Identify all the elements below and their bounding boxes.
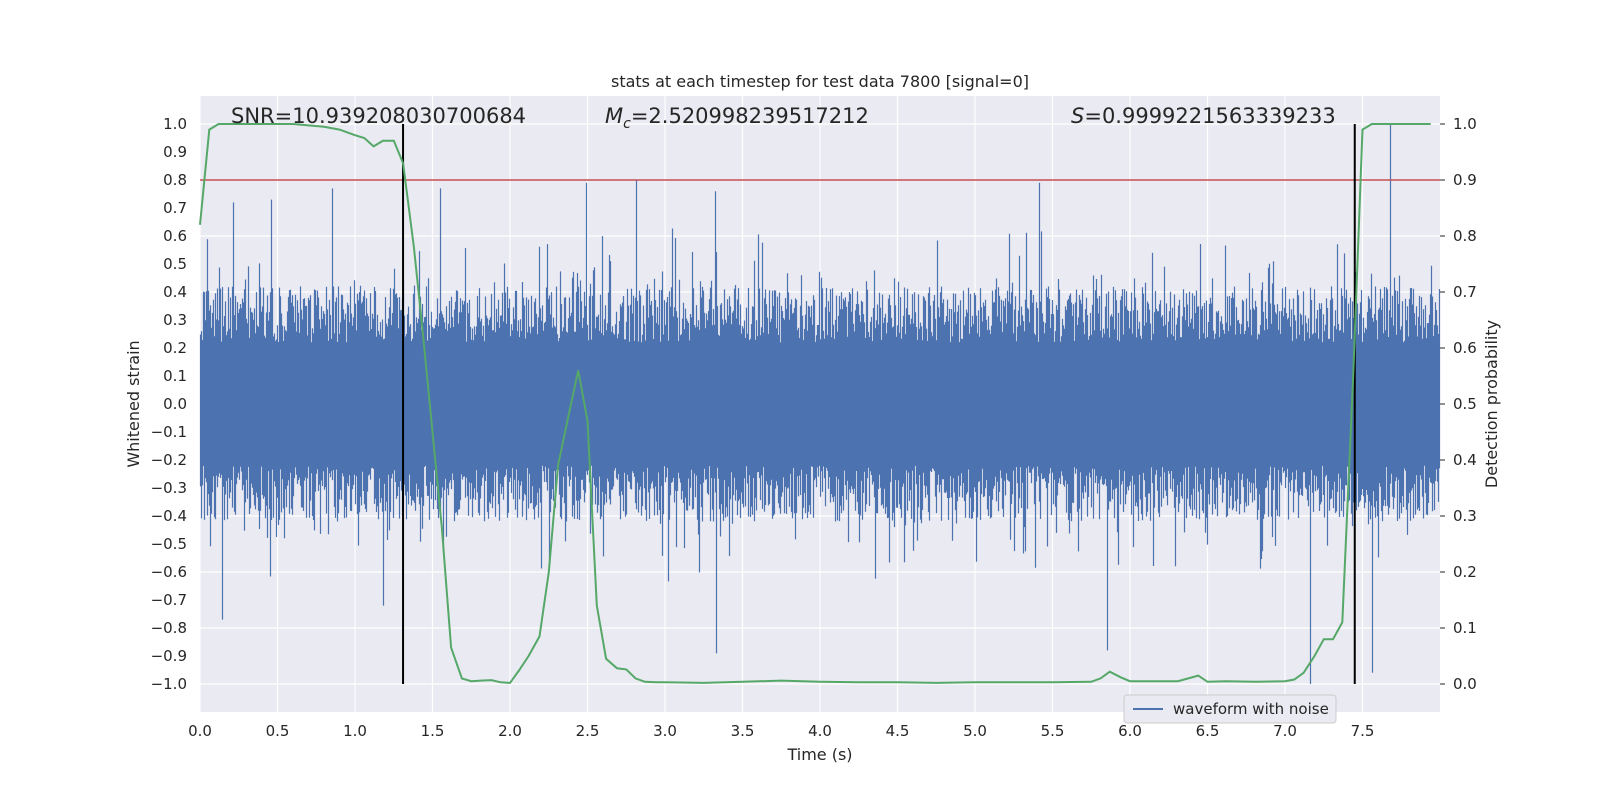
x-tick-label: 6.0 [1118,722,1142,740]
y-tick-label: −0.4 [151,507,187,525]
y-tick-label: 0.4 [163,283,187,301]
x-tick-label: 4.0 [808,722,832,740]
score-value: =0.9999221563339233 [1084,104,1335,128]
tick-labels: 0.0 0.5 1.0 1.5 2.0 2.5 3.0 3.5 4.0 4.5 5.0 5.5 6.0 6… [151,115,1477,740]
x-tick-label: 0.5 [266,722,290,740]
y-tick-label: 1.0 [163,115,187,133]
y-tick-label: 0.8 [163,171,187,189]
chirp-mass-annotation: Mc=2.520998239517212 [605,104,869,132]
y2-tick-label: 0.9 [1453,171,1477,189]
y2-tick-label: 0.2 [1453,563,1477,581]
y-tick-label: 0.9 [163,143,187,161]
y-tick-label: 0.7 [163,199,187,217]
x-tick-label: 7.5 [1351,722,1375,740]
y2-axis-label: Detection probability [1482,320,1501,488]
y2-tick-label: 0.4 [1453,451,1477,469]
x-tick-label: 1.5 [421,722,445,740]
strain-series [199,124,1441,684]
x-tick-label: 5.5 [1041,722,1065,740]
x-tick-label: 3.5 [731,722,755,740]
y2-tick-label: 0.8 [1453,227,1477,245]
chirp-mass-symbol: M [605,104,623,128]
y-tick-label: −0.7 [151,591,187,609]
y-tick-label: −0.8 [151,619,187,637]
probability-series [199,123,1431,684]
y-tick-label: −0.2 [151,451,187,469]
y-tick-label: 0.2 [163,339,187,357]
y-tick-label: 0.0 [163,395,187,413]
y-tick-label: −0.6 [151,563,187,581]
legend: waveform with noise [1123,694,1337,724]
y-axis-label: Whitened strain [124,340,143,467]
score-annotation: S=0.9999221563339233 [1071,104,1336,128]
y2-tick-label: 0.6 [1453,339,1477,357]
y2-tick-label: 0.3 [1453,507,1477,525]
y-tick-label: −0.1 [151,423,187,441]
x-tick-label: 2.5 [576,722,600,740]
chart-title: stats at each timestep for test data 780… [611,72,1029,91]
snr-annotation: SNR=10.939208030700684 [231,104,526,128]
legend-box [1123,694,1337,724]
reference-lines [200,124,1440,684]
y2-tick-label: 0.0 [1453,675,1477,693]
y-tick-label: 0.1 [163,367,187,385]
y-tick-label: 0.5 [163,255,187,273]
chirp-mass-subscript: c [623,116,631,132]
score-symbol: S [1071,104,1084,128]
chirp-mass-value: =2.520998239517212 [631,104,869,128]
y2-tick-label: 0.5 [1453,395,1477,413]
y-tick-label: 0.6 [163,227,187,245]
x-tick-label: 0.0 [188,722,212,740]
strain-line [199,124,1441,684]
y-tick-label: −0.9 [151,647,187,665]
x-tick-label: 4.5 [886,722,910,740]
y-tick-label: −1.0 [151,675,187,693]
probability-line [199,123,1431,684]
x-tick-label: 1.0 [343,722,367,740]
x-tick-label: 3.0 [653,722,677,740]
y-tick-label: −0.3 [151,479,187,497]
x-tick-label: 6.5 [1196,722,1220,740]
legend-label: waveform with noise [1173,700,1329,718]
y2-tick-label: 0.1 [1453,619,1477,637]
x-tick-label: 5.0 [963,722,987,740]
y2-tick-label: 1.0 [1453,115,1477,133]
x-axis-label: Time (s) [786,745,852,764]
y-tick-label: −0.5 [151,535,187,553]
y-tick-label: 0.3 [163,311,187,329]
x-tick-label: 7.0 [1273,722,1297,740]
x-tick-label: 2.0 [498,722,522,740]
y2-tick-label: 0.7 [1453,283,1477,301]
